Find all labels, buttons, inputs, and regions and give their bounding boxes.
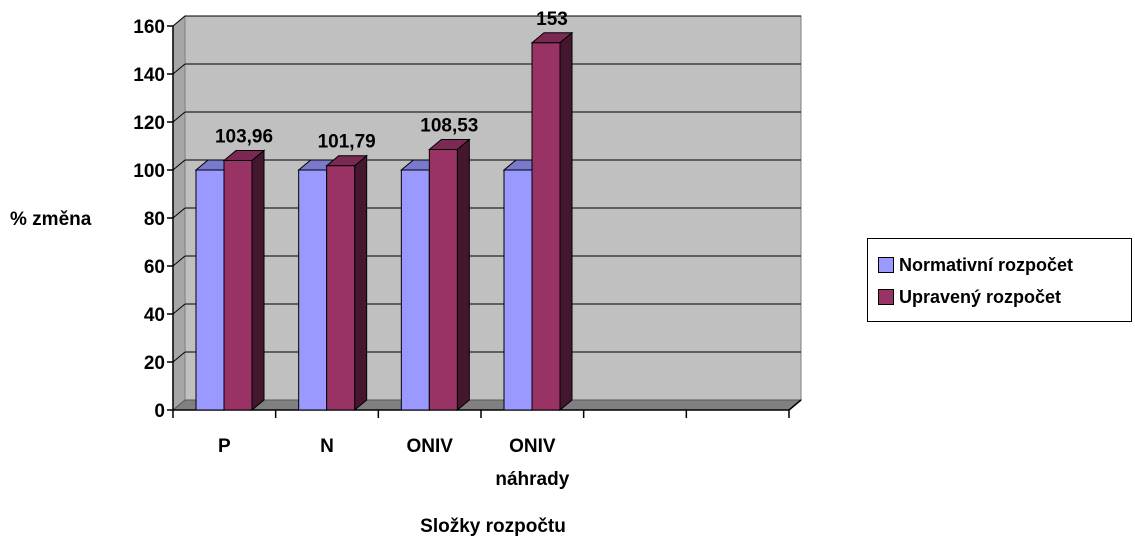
y-tick-label: 160 [133,17,165,38]
y-tick-label: 20 [144,353,165,374]
y-tick-label: 140 [133,65,165,86]
bar-front [400,169,430,411]
y-tick-label: 0 [154,401,165,422]
y-tick-label: 80 [144,209,165,230]
bar [530,31,574,412]
gridline-side [172,63,186,75]
bar-side [559,31,573,412]
y-axis-title: % změna [10,209,92,230]
bar-front [428,149,458,411]
y-tick-label: 120 [133,113,165,134]
gridline-side [172,111,186,123]
data-label: 153 [536,9,568,30]
data-label: 108,53 [420,116,478,137]
legend-item-upraveny: Upravený rozpočet [878,285,1061,309]
legend-swatch-upraveny [878,289,894,305]
bar-front [326,165,356,411]
legend-label-upraveny: Upravený rozpočet [899,286,1062,307]
legend: Normativní rozpočet Upravený rozpočet [867,238,1132,322]
x-tick-label: ONIV náhrady [495,436,569,490]
plot-floor [171,399,803,411]
x-tick-label: ONIV [406,436,453,457]
bar-front [195,169,225,411]
bar-front [531,42,561,411]
data-label: 101,79 [318,132,376,153]
bar [427,138,471,412]
x-tick-label: N [320,436,334,457]
bar [325,154,369,412]
legend-swatch-normativni [878,257,894,273]
gridline-side [172,15,186,27]
bar-front [298,169,328,411]
y-tick-label: 40 [144,305,165,326]
bar-side [251,149,265,412]
x-axis-end [788,399,802,411]
bar-side [456,138,470,412]
legend-item-normativni: Normativní rozpočet [878,253,1073,277]
legend-label-normativni: Normativní rozpočet [899,254,1074,275]
bar-front [223,159,253,411]
bar-front [503,169,533,411]
x-tick-label: P [218,436,231,457]
gridline-side [172,351,186,363]
gridline-side [172,159,186,171]
gridline-side [172,207,186,219]
bar [222,149,266,412]
bar-side [354,154,368,412]
y-tick-label: 60 [144,257,165,278]
data-label: 103,96 [215,126,273,147]
gridline-side [172,303,186,315]
x-axis-title: Složky rozpočtu [420,516,566,537]
gridline-side [172,255,186,267]
y-tick-label: 100 [133,161,165,182]
